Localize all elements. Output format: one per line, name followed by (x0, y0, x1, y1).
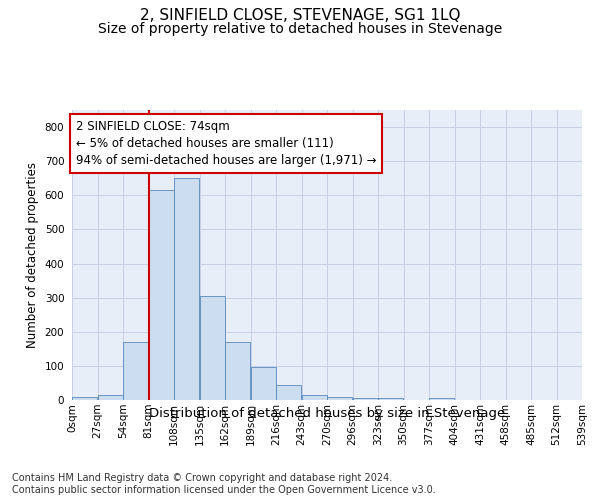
Bar (72, 398, 97, 400)
Text: Size of property relative to detached houses in Stevenage: Size of property relative to detached ho… (98, 22, 502, 36)
Y-axis label: Number of detached properties: Number of detached properties (26, 162, 39, 348)
Bar (123, 342, 148, 400)
Bar (327, 396, 352, 400)
Bar (149, 190, 174, 400)
Text: Distribution of detached houses by size in Stevenage: Distribution of detached houses by size … (149, 408, 505, 420)
Bar (174, 178, 199, 400)
Bar (429, 398, 454, 400)
Text: Contains HM Land Registry data © Crown copyright and database right 2024.
Contai: Contains HM Land Registry data © Crown c… (12, 474, 436, 495)
Bar (251, 367, 276, 400)
Text: 2, SINFIELD CLOSE, STEVENAGE, SG1 1LQ: 2, SINFIELD CLOSE, STEVENAGE, SG1 1LQ (140, 8, 460, 22)
Bar (225, 342, 250, 400)
Bar (378, 398, 403, 400)
Bar (353, 398, 378, 400)
Text: 2 SINFIELD CLOSE: 74sqm
← 5% of detached houses are smaller (111)
94% of semi-de: 2 SINFIELD CLOSE: 74sqm ← 5% of detached… (76, 120, 376, 167)
Bar (302, 395, 327, 400)
Bar (276, 386, 301, 400)
Bar (98, 395, 123, 400)
Bar (200, 296, 225, 400)
